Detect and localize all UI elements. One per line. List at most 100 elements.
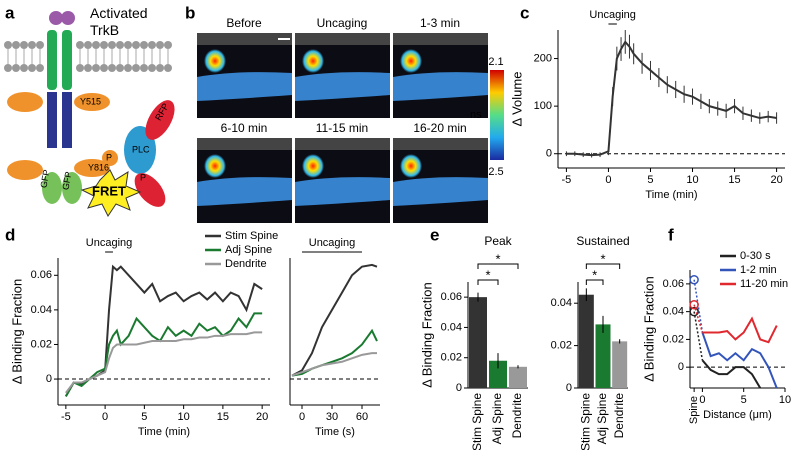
lipid xyxy=(108,41,116,49)
x-tick-label: Dendrite xyxy=(612,393,626,439)
panel-label: c xyxy=(520,3,529,22)
lipid xyxy=(12,64,20,72)
lipid xyxy=(84,41,92,49)
legend-label: 0-30 s xyxy=(740,250,771,262)
significance-label: * xyxy=(495,251,500,266)
lipid xyxy=(164,41,172,49)
lipid xyxy=(148,41,156,49)
x-tick-label: Stim Spine xyxy=(470,393,484,450)
x-tick-label: 10 xyxy=(686,174,698,186)
lipid xyxy=(140,64,148,72)
chart-title: Sustained xyxy=(576,234,629,248)
spine-point xyxy=(689,306,699,317)
y-tick-label: 0.02 xyxy=(551,340,572,352)
bar xyxy=(578,294,594,388)
x-tick-label: 20 xyxy=(256,411,268,423)
rfp xyxy=(134,173,166,207)
lipid xyxy=(156,41,164,49)
frame-band xyxy=(393,138,488,150)
spine xyxy=(400,154,422,178)
spine xyxy=(400,49,422,73)
colorbar-unit: ns xyxy=(470,109,482,121)
spine-link xyxy=(693,279,704,333)
x-tick-label: Stim Spine xyxy=(579,393,593,450)
lipid xyxy=(132,64,140,72)
y-tick-label: 0.06 xyxy=(441,291,462,303)
charts: 0 10 0 20 0 Δ Volume -5 0 5 10 15 20 Time (min) Uncag… xyxy=(9,9,791,450)
x-tick-label: -5 xyxy=(61,411,71,423)
kinase xyxy=(47,92,57,148)
x-tick-label: 10 xyxy=(779,394,791,406)
bar xyxy=(612,341,628,388)
legend-label: 11-20 min xyxy=(740,278,788,290)
x-tick-label: Spine xyxy=(688,396,700,424)
membrane xyxy=(4,41,172,72)
y-tick-label: 0 xyxy=(46,373,52,385)
y-axis-label: Δ Volume xyxy=(509,72,524,127)
series-line xyxy=(566,40,777,157)
diagram-label: P xyxy=(140,172,146,182)
y-tick-label: 0.04 xyxy=(663,306,684,318)
dendrite xyxy=(197,72,292,101)
chart-title: Peak xyxy=(484,234,512,248)
x-tick-label: 20 xyxy=(770,174,782,186)
receptor xyxy=(62,30,72,90)
y-tick-label: 0.02 xyxy=(441,352,462,364)
x-tick-label: 15 xyxy=(217,411,229,423)
x-axis-label: Time (min) xyxy=(138,426,190,438)
x-tick-label: 0 xyxy=(605,174,611,186)
lipid xyxy=(148,64,156,72)
lipid xyxy=(92,64,100,72)
x-tick-label: Dendrite xyxy=(510,393,524,439)
panel-label: b xyxy=(185,3,195,22)
phospho xyxy=(102,150,118,166)
dendrite xyxy=(393,177,488,206)
bar xyxy=(489,360,507,388)
significance-bracket xyxy=(585,263,621,269)
x-tick-label: 5 xyxy=(741,394,747,406)
y-tick-label: 0.04 xyxy=(551,297,572,309)
colorbar-bottom: 2.5 xyxy=(488,166,503,178)
spine xyxy=(302,49,324,73)
x-tick-label: 30 xyxy=(326,411,338,423)
y-tick-label: 0.02 xyxy=(663,333,684,345)
frame-title: Before xyxy=(226,16,262,30)
series-line xyxy=(702,316,778,344)
colorbar-top: 2.1 xyxy=(488,56,503,68)
legend-label: Dendrite xyxy=(225,258,267,270)
y-tick-label: 0 xyxy=(566,382,572,394)
frame-title: 16-20 min xyxy=(413,121,466,135)
lipid xyxy=(156,64,164,72)
lipid xyxy=(28,41,36,49)
y-tick-label: 0.04 xyxy=(31,304,52,316)
annotation: Uncaging xyxy=(86,237,132,249)
x-tick-label: 10 xyxy=(178,411,190,423)
legend-label: Adj Spine xyxy=(225,244,272,256)
lipid xyxy=(108,64,116,72)
y-tick-label: 0.04 xyxy=(441,321,462,333)
spine xyxy=(204,154,226,178)
significance-label: * xyxy=(600,251,605,266)
series-line xyxy=(291,263,378,377)
frame-title: 11-15 min xyxy=(316,121,368,135)
lipid xyxy=(28,64,36,72)
frame-band xyxy=(197,138,292,150)
ligand xyxy=(61,11,75,25)
dendrite xyxy=(295,177,390,206)
frame-title: Uncaging xyxy=(317,16,368,30)
lipid xyxy=(84,64,92,72)
x-tick-label: 0 xyxy=(699,394,705,406)
significance-label: * xyxy=(592,267,597,282)
kinase xyxy=(62,92,72,148)
x-tick-label: 0 xyxy=(299,411,305,423)
spine-link xyxy=(693,311,704,361)
lipid xyxy=(140,41,148,49)
spine-point xyxy=(689,299,699,310)
diagram-label: Y816 xyxy=(88,162,109,172)
x-tick-label: 15 xyxy=(728,174,740,186)
y-axis-label: Δ Binding Fraction xyxy=(641,276,656,382)
series-line xyxy=(701,359,762,389)
lipid xyxy=(92,41,100,49)
spine xyxy=(204,49,226,73)
